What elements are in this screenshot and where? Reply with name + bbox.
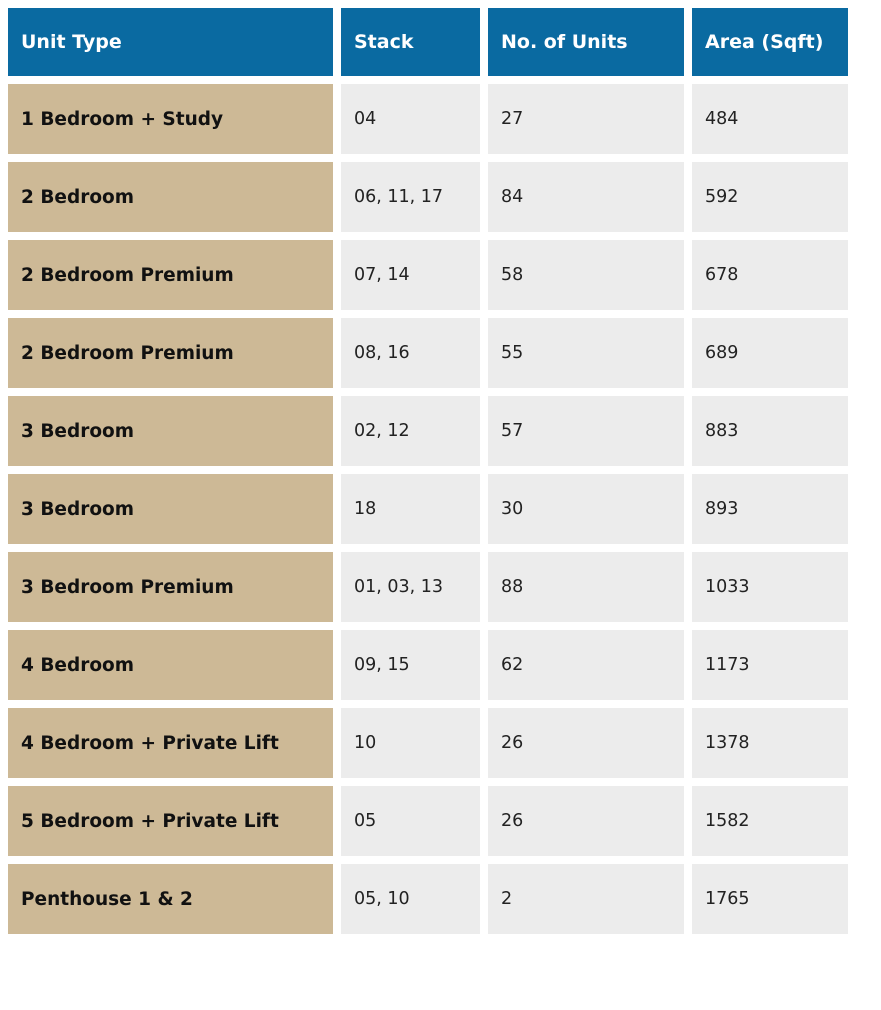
table-row: 1 Bedroom + Study 04 27 484	[8, 84, 848, 154]
unit-type-cell: 2 Bedroom Premium	[8, 318, 333, 388]
stack-cell: 10	[341, 708, 480, 778]
stack-cell: 04	[341, 84, 480, 154]
area-cell: 592	[692, 162, 848, 232]
table-row: 2 Bedroom Premium 07, 14 58 678	[8, 240, 848, 310]
unit-type-cell: 4 Bedroom + Private Lift	[8, 708, 333, 778]
table-row: 2 Bedroom Premium 08, 16 55 689	[8, 318, 848, 388]
unit-type-cell: Penthouse 1 & 2	[8, 864, 333, 934]
stack-cell: 07, 14	[341, 240, 480, 310]
unit-type-cell: 2 Bedroom	[8, 162, 333, 232]
area-cell: 893	[692, 474, 848, 544]
units-cell: 88	[488, 552, 684, 622]
stack-cell: 01, 03, 13	[341, 552, 480, 622]
units-cell: 55	[488, 318, 684, 388]
stack-cell: 05, 10	[341, 864, 480, 934]
area-cell: 484	[692, 84, 848, 154]
header-stack: Stack	[341, 8, 480, 76]
table-body: 1 Bedroom + Study 04 27 484 2 Bedroom 06…	[8, 84, 848, 934]
header-unit-type: Unit Type	[8, 8, 333, 76]
stack-cell: 05	[341, 786, 480, 856]
units-cell: 2	[488, 864, 684, 934]
units-cell: 30	[488, 474, 684, 544]
stack-cell: 02, 12	[341, 396, 480, 466]
units-cell: 84	[488, 162, 684, 232]
stack-cell: 06, 11, 17	[341, 162, 480, 232]
header-area: Area (Sqft)	[692, 8, 848, 76]
units-cell: 58	[488, 240, 684, 310]
unit-type-cell: 3 Bedroom Premium	[8, 552, 333, 622]
table-header: Unit Type Stack No. of Units Area (Sqft)	[8, 8, 848, 76]
table-row: 3 Bedroom Premium 01, 03, 13 88 1033	[8, 552, 848, 622]
units-cell: 26	[488, 708, 684, 778]
area-cell: 1582	[692, 786, 848, 856]
area-cell: 689	[692, 318, 848, 388]
stack-cell: 09, 15	[341, 630, 480, 700]
units-cell: 62	[488, 630, 684, 700]
area-cell: 1378	[692, 708, 848, 778]
units-cell: 27	[488, 84, 684, 154]
area-cell: 1173	[692, 630, 848, 700]
area-cell: 1033	[692, 552, 848, 622]
table-row: Penthouse 1 & 2 05, 10 2 1765	[8, 864, 848, 934]
area-cell: 883	[692, 396, 848, 466]
units-cell: 57	[488, 396, 684, 466]
unit-type-table: Unit Type Stack No. of Units Area (Sqft)…	[8, 8, 848, 934]
table-row: 4 Bedroom 09, 15 62 1173	[8, 630, 848, 700]
unit-type-cell: 3 Bedroom	[8, 474, 333, 544]
unit-type-cell: 3 Bedroom	[8, 396, 333, 466]
table-row: 5 Bedroom + Private Lift 05 26 1582	[8, 786, 848, 856]
unit-type-cell: 5 Bedroom + Private Lift	[8, 786, 333, 856]
unit-type-cell: 2 Bedroom Premium	[8, 240, 333, 310]
table-row: 3 Bedroom 18 30 893	[8, 474, 848, 544]
table-row: 4 Bedroom + Private Lift 10 26 1378	[8, 708, 848, 778]
table-row: 2 Bedroom 06, 11, 17 84 592	[8, 162, 848, 232]
unit-type-cell: 1 Bedroom + Study	[8, 84, 333, 154]
area-cell: 678	[692, 240, 848, 310]
units-cell: 26	[488, 786, 684, 856]
stack-cell: 08, 16	[341, 318, 480, 388]
table-row: 3 Bedroom 02, 12 57 883	[8, 396, 848, 466]
unit-type-cell: 4 Bedroom	[8, 630, 333, 700]
stack-cell: 18	[341, 474, 480, 544]
area-cell: 1765	[692, 864, 848, 934]
header-no-of-units: No. of Units	[488, 8, 684, 76]
header-row: Unit Type Stack No. of Units Area (Sqft)	[8, 8, 848, 76]
